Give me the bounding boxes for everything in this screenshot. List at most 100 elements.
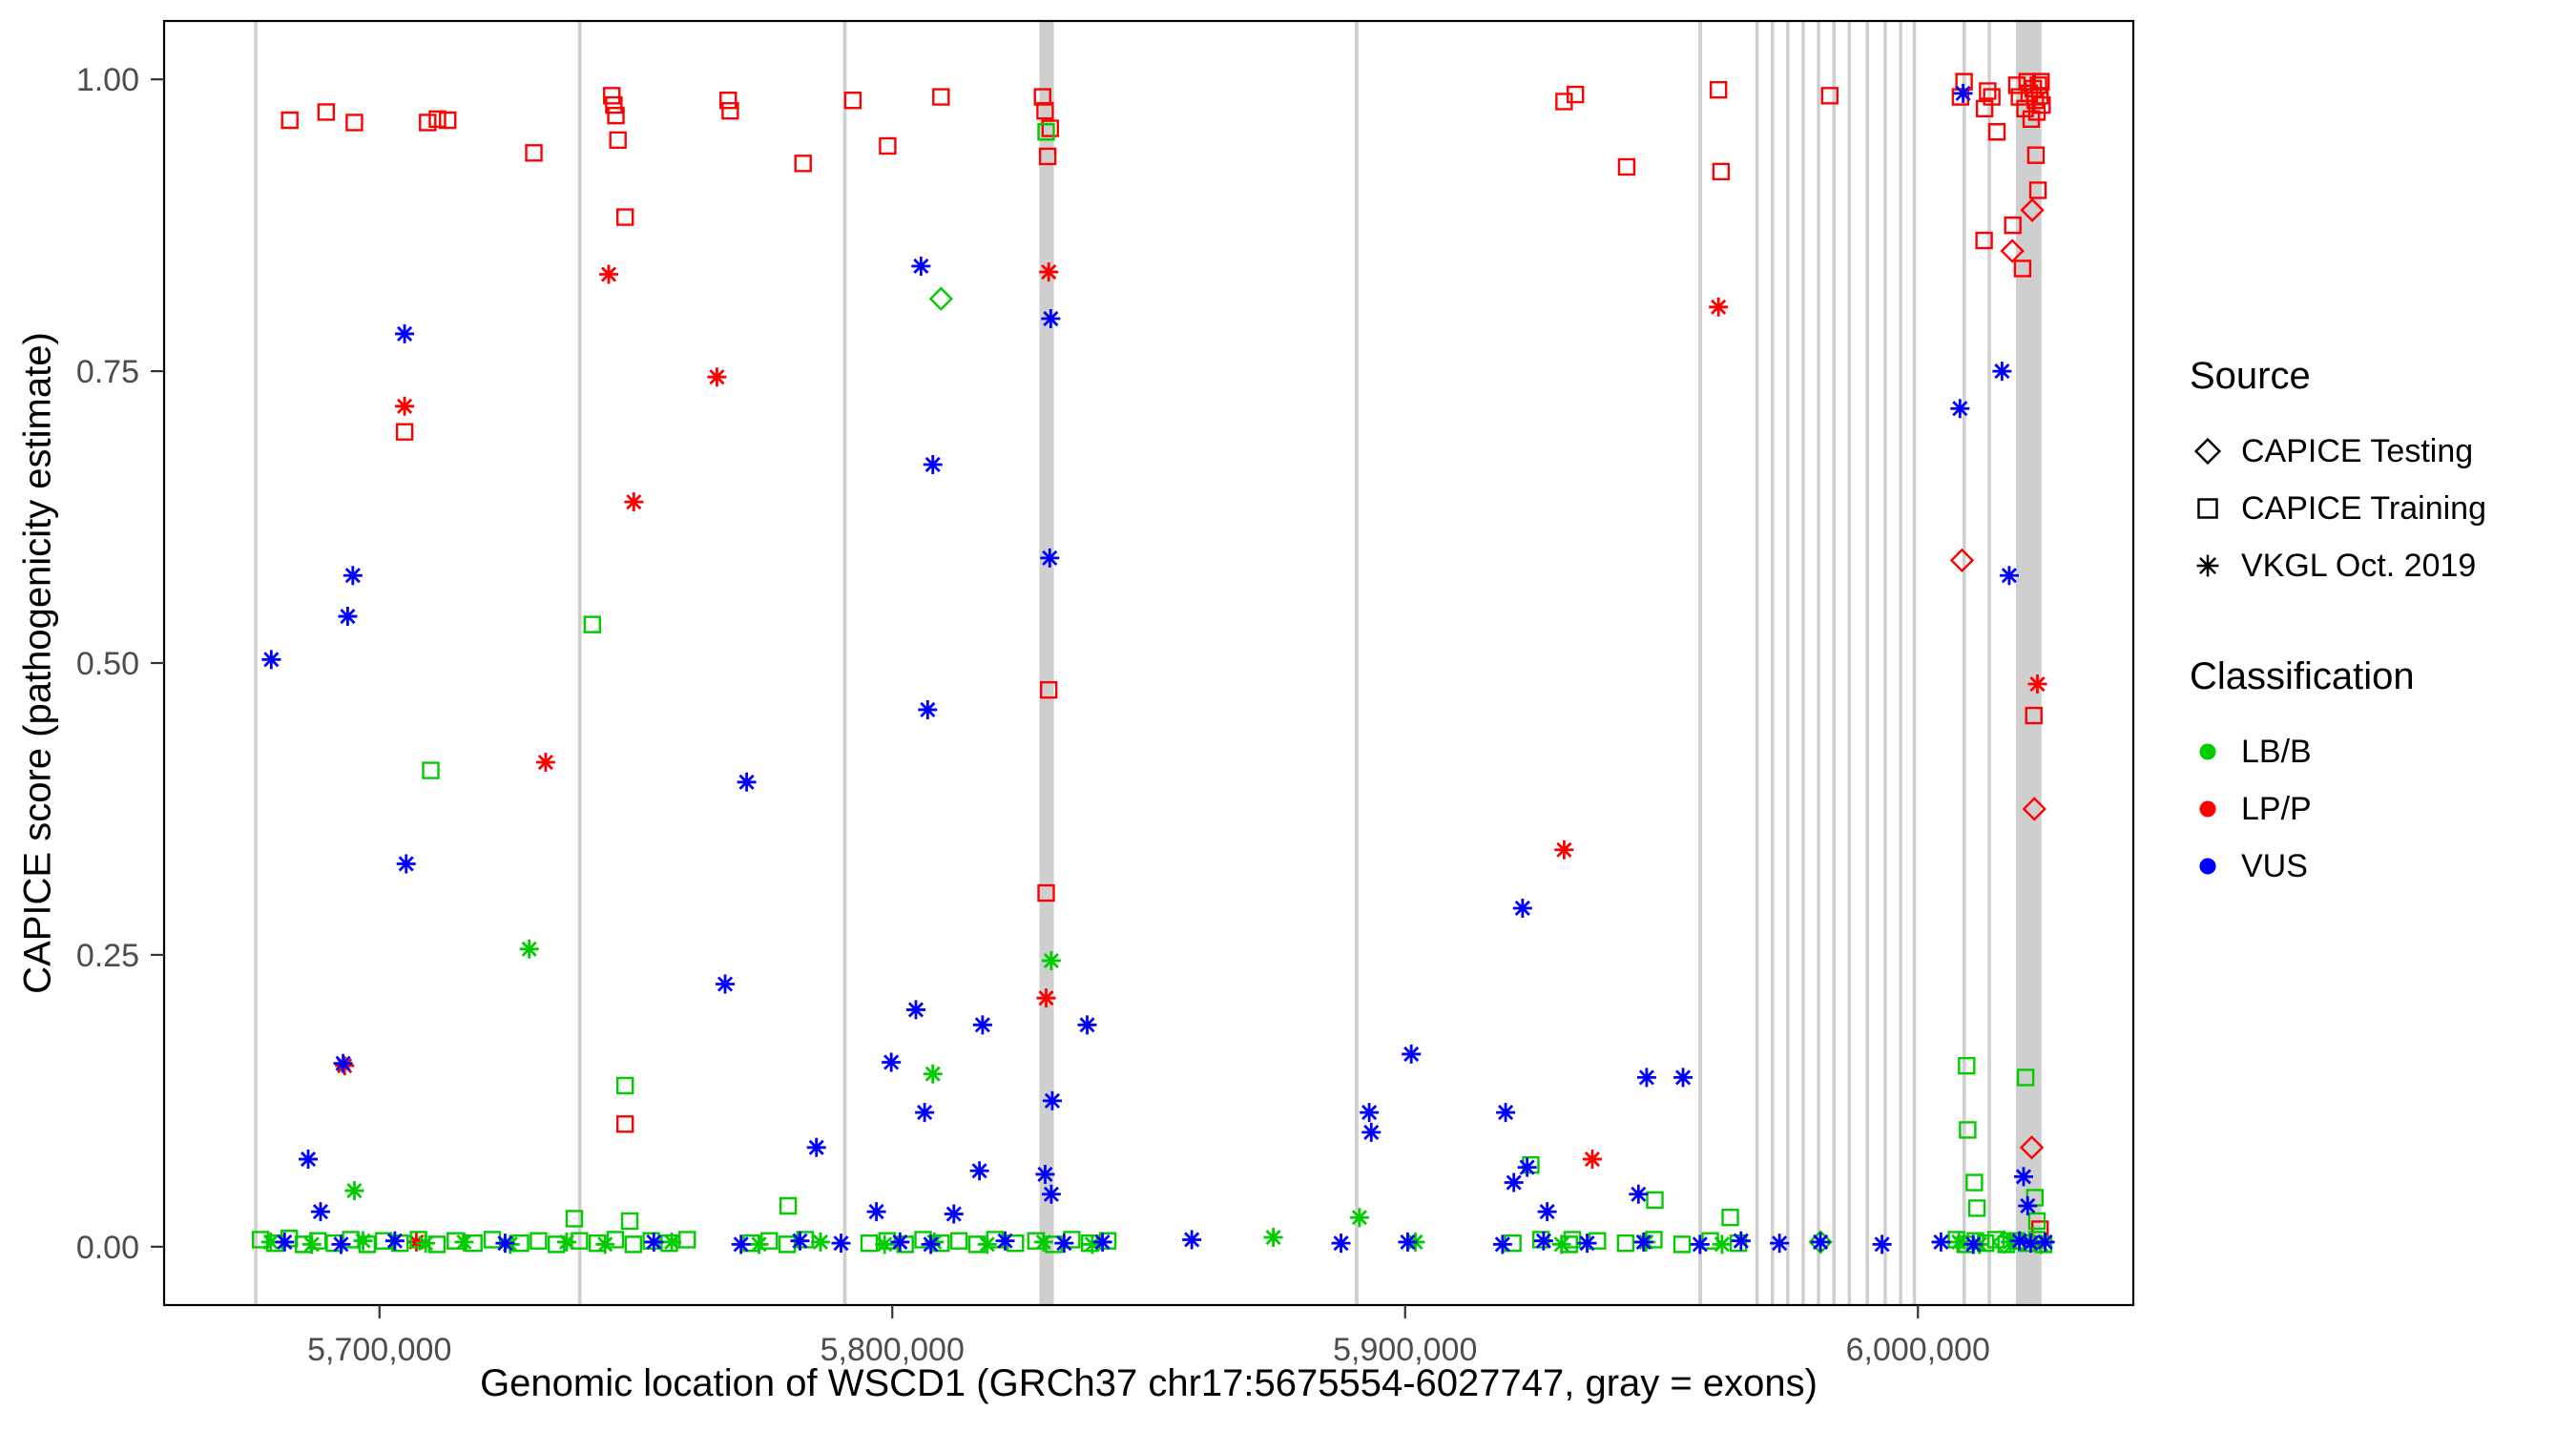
data-point bbox=[547, 1235, 566, 1254]
data-point bbox=[944, 1204, 964, 1224]
exon-band bbox=[1912, 21, 1917, 1305]
data-point bbox=[525, 144, 543, 162]
data-point bbox=[1950, 399, 1970, 419]
data-point bbox=[396, 854, 416, 874]
data-point bbox=[932, 88, 950, 106]
data-point bbox=[2028, 181, 2047, 199]
x-tick-label: 5,800,000 bbox=[821, 1332, 965, 1368]
data-point bbox=[977, 1234, 997, 1255]
data-point bbox=[1820, 87, 1839, 105]
panel-border bbox=[162, 19, 2135, 1307]
data-point bbox=[1007, 1234, 1025, 1253]
data-point bbox=[1331, 1234, 1351, 1254]
data-point bbox=[344, 1181, 364, 1201]
data-point bbox=[890, 1232, 910, 1252]
data-point bbox=[1036, 102, 1054, 120]
data-point bbox=[1633, 1232, 1653, 1252]
data-point bbox=[535, 753, 555, 773]
data-point bbox=[1182, 1230, 1202, 1250]
data-point bbox=[1517, 1157, 1537, 1177]
data-point bbox=[2025, 706, 2043, 725]
data-point bbox=[331, 1234, 351, 1255]
data-point bbox=[343, 566, 363, 586]
data-point bbox=[2004, 216, 2022, 235]
data-point bbox=[1975, 231, 1993, 250]
data-point bbox=[1496, 1103, 1516, 1123]
data-point bbox=[1035, 1164, 1055, 1184]
data-point bbox=[1045, 1235, 1063, 1254]
data-point bbox=[384, 1231, 405, 1251]
data-point bbox=[1360, 1103, 1380, 1123]
legend-item-capice-training: CAPICE Training bbox=[2190, 480, 2562, 537]
data-point bbox=[1039, 680, 1058, 699]
data-point bbox=[495, 1234, 515, 1254]
data-point bbox=[609, 131, 627, 150]
data-point bbox=[416, 1234, 436, 1254]
data-point bbox=[1999, 566, 2019, 586]
data-point bbox=[721, 102, 739, 120]
data-point bbox=[1040, 548, 1060, 568]
data-point bbox=[875, 1234, 895, 1255]
data-point bbox=[275, 1232, 295, 1252]
data-point bbox=[483, 1231, 502, 1249]
data-point bbox=[419, 114, 437, 132]
data-point bbox=[428, 110, 447, 128]
data-point bbox=[2035, 1232, 2055, 1252]
data-point bbox=[395, 396, 415, 416]
exon-band bbox=[1355, 21, 1359, 1305]
data-point bbox=[1037, 123, 1055, 141]
data-point bbox=[1041, 1184, 1061, 1204]
data-point bbox=[530, 1232, 548, 1250]
data-point bbox=[1731, 1231, 1751, 1251]
data-point bbox=[1709, 297, 1729, 317]
exon-band bbox=[1883, 21, 1887, 1305]
data-point bbox=[1554, 840, 1574, 860]
data-point bbox=[911, 256, 931, 276]
data-point bbox=[707, 367, 727, 387]
data-point bbox=[749, 1234, 769, 1255]
data-point bbox=[1965, 1173, 1984, 1192]
square-icon bbox=[2197, 498, 2218, 519]
exon-band bbox=[1832, 21, 1836, 1305]
legend-item-label: CAPICE Training bbox=[2241, 489, 2486, 527]
data-point bbox=[731, 1234, 751, 1255]
data-point bbox=[2019, 1135, 2045, 1160]
data-point bbox=[1092, 1232, 1112, 1252]
data-point bbox=[949, 1232, 968, 1250]
data-point bbox=[2021, 1234, 2041, 1254]
data-point bbox=[2027, 1212, 2046, 1231]
data-point bbox=[1983, 88, 2001, 106]
data-point bbox=[395, 423, 414, 441]
data-point bbox=[921, 1234, 941, 1255]
data-point bbox=[261, 650, 281, 670]
data-point bbox=[1589, 1232, 1607, 1250]
data-point bbox=[1690, 1234, 1710, 1255]
data-point bbox=[972, 1015, 992, 1035]
legend-classification: Classification LB/B LP/P VUS bbox=[2190, 655, 2562, 895]
y-axis-title: CAPICE score (pathogenicity estimate) bbox=[16, 332, 59, 994]
legend-item-capice-testing: CAPICE Testing bbox=[2190, 423, 2562, 480]
data-point bbox=[1577, 1234, 1597, 1254]
data-point bbox=[662, 1232, 682, 1252]
exon-band bbox=[1698, 21, 1702, 1305]
data-point bbox=[2000, 238, 2025, 263]
data-point bbox=[583, 615, 602, 633]
data-point bbox=[1349, 1208, 1369, 1228]
data-point bbox=[2022, 797, 2046, 821]
data-point bbox=[1567, 85, 1585, 104]
data-point bbox=[1038, 147, 1057, 166]
data-point bbox=[1033, 88, 1051, 106]
data-point bbox=[1512, 898, 1532, 918]
data-point bbox=[806, 1137, 826, 1157]
exon-band bbox=[1899, 21, 1902, 1305]
data-point bbox=[1036, 988, 1056, 1008]
data-point bbox=[879, 136, 897, 156]
data-point bbox=[1975, 99, 1994, 117]
data-point bbox=[716, 974, 736, 994]
legend-item-label: LB/B bbox=[2241, 733, 2312, 770]
data-point bbox=[866, 1202, 886, 1222]
data-point bbox=[595, 1234, 615, 1255]
data-point bbox=[2030, 87, 2049, 105]
